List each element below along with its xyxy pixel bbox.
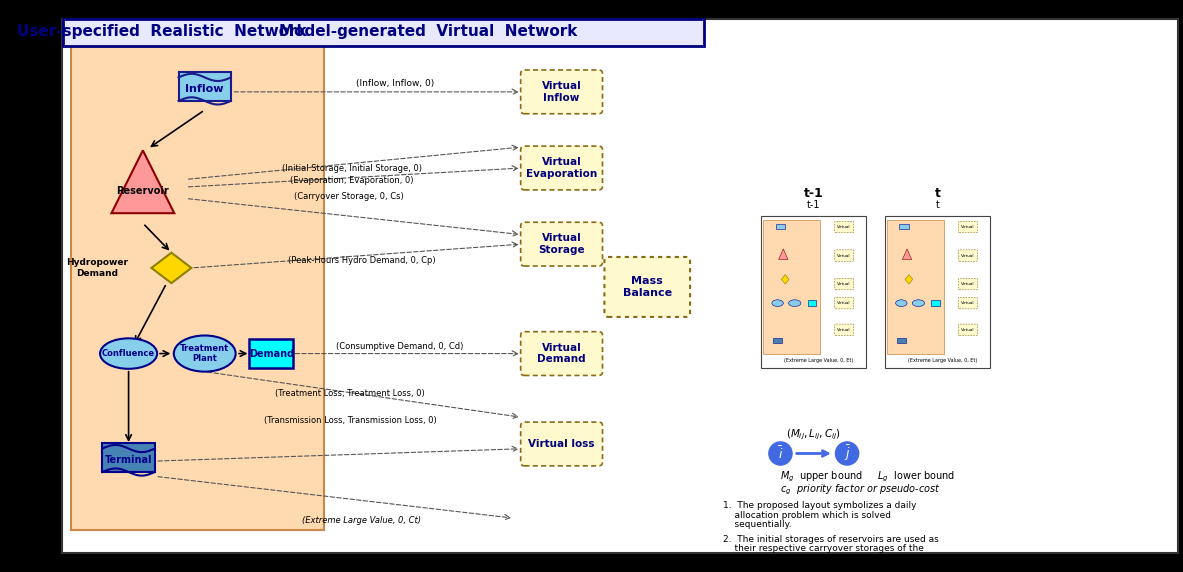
Text: Demand: Demand: [248, 348, 293, 359]
Text: Virtual: Virtual: [838, 328, 851, 332]
Text: Virtual
Evaporation: Virtual Evaporation: [526, 157, 597, 179]
Polygon shape: [905, 275, 913, 284]
Text: Model-generated  Virtual  Network: Model-generated Virtual Network: [279, 25, 577, 39]
Text: Mass
Balance: Mass Balance: [622, 276, 672, 298]
Text: (Inflow, Inflow, 0): (Inflow, Inflow, 0): [356, 79, 434, 88]
FancyBboxPatch shape: [958, 250, 977, 261]
FancyBboxPatch shape: [958, 324, 977, 336]
FancyBboxPatch shape: [63, 19, 704, 46]
FancyBboxPatch shape: [521, 223, 602, 266]
Text: (Treatment Loss, Treatment Loss, 0): (Treatment Loss, Treatment Loss, 0): [276, 390, 425, 398]
Text: Virtual
Inflow: Virtual Inflow: [542, 81, 582, 102]
Text: Confluence: Confluence: [102, 349, 155, 358]
Text: Virtual: Virtual: [838, 225, 851, 229]
Text: $\bar{j}$: $\bar{j}$: [843, 444, 851, 463]
FancyBboxPatch shape: [835, 279, 854, 290]
Text: allocation problem which is solved: allocation problem which is solved: [723, 511, 891, 520]
FancyBboxPatch shape: [762, 216, 866, 368]
Ellipse shape: [174, 336, 235, 372]
Polygon shape: [903, 249, 912, 260]
FancyBboxPatch shape: [763, 220, 821, 353]
Ellipse shape: [896, 300, 907, 307]
FancyBboxPatch shape: [899, 224, 909, 229]
Circle shape: [834, 440, 860, 467]
Text: their respective carryover storages of the: their respective carryover storages of t…: [723, 544, 924, 553]
Text: User-specified  Realistic  Network: User-specified Realistic Network: [17, 25, 306, 39]
FancyBboxPatch shape: [887, 220, 944, 353]
Text: (Evaporation, Evaporation, 0): (Evaporation, Evaporation, 0): [291, 176, 414, 185]
Text: Virtual
Storage: Virtual Storage: [538, 233, 584, 255]
FancyBboxPatch shape: [835, 297, 854, 309]
Ellipse shape: [912, 300, 925, 307]
FancyBboxPatch shape: [958, 279, 977, 290]
FancyBboxPatch shape: [835, 324, 854, 336]
FancyBboxPatch shape: [521, 422, 602, 466]
Text: t-1: t-1: [807, 200, 821, 210]
FancyBboxPatch shape: [931, 300, 939, 306]
Text: $\bar{i}$: $\bar{i}$: [777, 445, 783, 462]
Polygon shape: [111, 150, 174, 213]
FancyBboxPatch shape: [835, 221, 854, 233]
FancyBboxPatch shape: [103, 443, 155, 472]
Polygon shape: [151, 253, 192, 283]
Text: (Extreme Large Value, 0, Et): (Extreme Large Value, 0, Et): [907, 358, 977, 363]
FancyBboxPatch shape: [71, 44, 324, 530]
Text: (Peak-Hours Hydro Demand, 0, Cp): (Peak-Hours Hydro Demand, 0, Cp): [287, 256, 435, 265]
FancyBboxPatch shape: [605, 257, 690, 317]
Text: (Extreme Large Value, 0, Et): (Extreme Large Value, 0, Et): [784, 358, 853, 363]
Text: Virtual: Virtual: [961, 253, 975, 257]
Text: Inflow: Inflow: [186, 84, 224, 94]
FancyBboxPatch shape: [885, 216, 990, 368]
Text: Virtual: Virtual: [961, 225, 975, 229]
Text: Virtual: Virtual: [961, 282, 975, 286]
Text: sequentially.: sequentially.: [723, 521, 791, 529]
FancyBboxPatch shape: [179, 72, 231, 101]
Text: Virtual: Virtual: [838, 253, 851, 257]
Text: t: t: [936, 200, 939, 210]
FancyBboxPatch shape: [897, 338, 906, 343]
Text: Hydropower
Demand: Hydropower Demand: [66, 258, 128, 277]
Ellipse shape: [771, 300, 783, 307]
Circle shape: [767, 440, 794, 467]
FancyBboxPatch shape: [958, 297, 977, 309]
Text: Virtual: Virtual: [961, 301, 975, 305]
Text: $(M_{ij}, L_{ij}, C_{ij})$: $(M_{ij}, L_{ij}, C_{ij})$: [787, 427, 841, 442]
Text: (Extreme Large Value, 0, Ct): (Extreme Large Value, 0, Ct): [302, 516, 421, 525]
Ellipse shape: [789, 300, 801, 307]
Polygon shape: [782, 275, 789, 284]
Text: (Transmission Loss, Transmission Loss, 0): (Transmission Loss, Transmission Loss, 0…: [264, 416, 437, 425]
FancyBboxPatch shape: [521, 70, 602, 114]
Text: Virtual
Demand: Virtual Demand: [537, 343, 586, 364]
FancyBboxPatch shape: [808, 300, 816, 306]
Text: (Consumptive Demand, 0, Cd): (Consumptive Demand, 0, Cd): [336, 341, 464, 351]
Text: t: t: [935, 186, 940, 200]
Text: 2.  The initial storages of reservoirs are used as: 2. The initial storages of reservoirs ar…: [723, 535, 939, 543]
Text: Reservoir: Reservoir: [116, 186, 169, 196]
Text: Virtual: Virtual: [838, 282, 851, 286]
Text: (Initial Storage, Initial Storage, 0): (Initial Storage, Initial Storage, 0): [283, 164, 422, 173]
FancyBboxPatch shape: [250, 339, 293, 368]
Text: $c_g$  priority factor or pseudo-cost: $c_g$ priority factor or pseudo-cost: [781, 482, 942, 497]
Text: $M_g$  upper bound     $L_g$  lower bound: $M_g$ upper bound $L_g$ lower bound: [781, 470, 956, 484]
Polygon shape: [778, 249, 788, 260]
Text: Virtual: Virtual: [961, 328, 975, 332]
FancyBboxPatch shape: [521, 332, 602, 375]
FancyBboxPatch shape: [772, 338, 782, 343]
FancyBboxPatch shape: [776, 224, 786, 229]
Text: Treatment
Plant: Treatment Plant: [180, 344, 230, 363]
Text: t-1: t-1: [804, 186, 823, 200]
FancyBboxPatch shape: [62, 19, 1178, 553]
Text: Terminal: Terminal: [105, 455, 153, 465]
FancyBboxPatch shape: [958, 221, 977, 233]
Text: Virtual loss: Virtual loss: [529, 439, 595, 449]
Text: (Carryover Storage, 0, Cs): (Carryover Storage, 0, Cs): [295, 192, 405, 201]
FancyBboxPatch shape: [835, 250, 854, 261]
FancyBboxPatch shape: [521, 146, 602, 190]
Ellipse shape: [101, 339, 157, 369]
Text: 1.  The proposed layout symbolizes a daily: 1. The proposed layout symbolizes a dail…: [723, 501, 917, 510]
Text: Virtual: Virtual: [838, 301, 851, 305]
